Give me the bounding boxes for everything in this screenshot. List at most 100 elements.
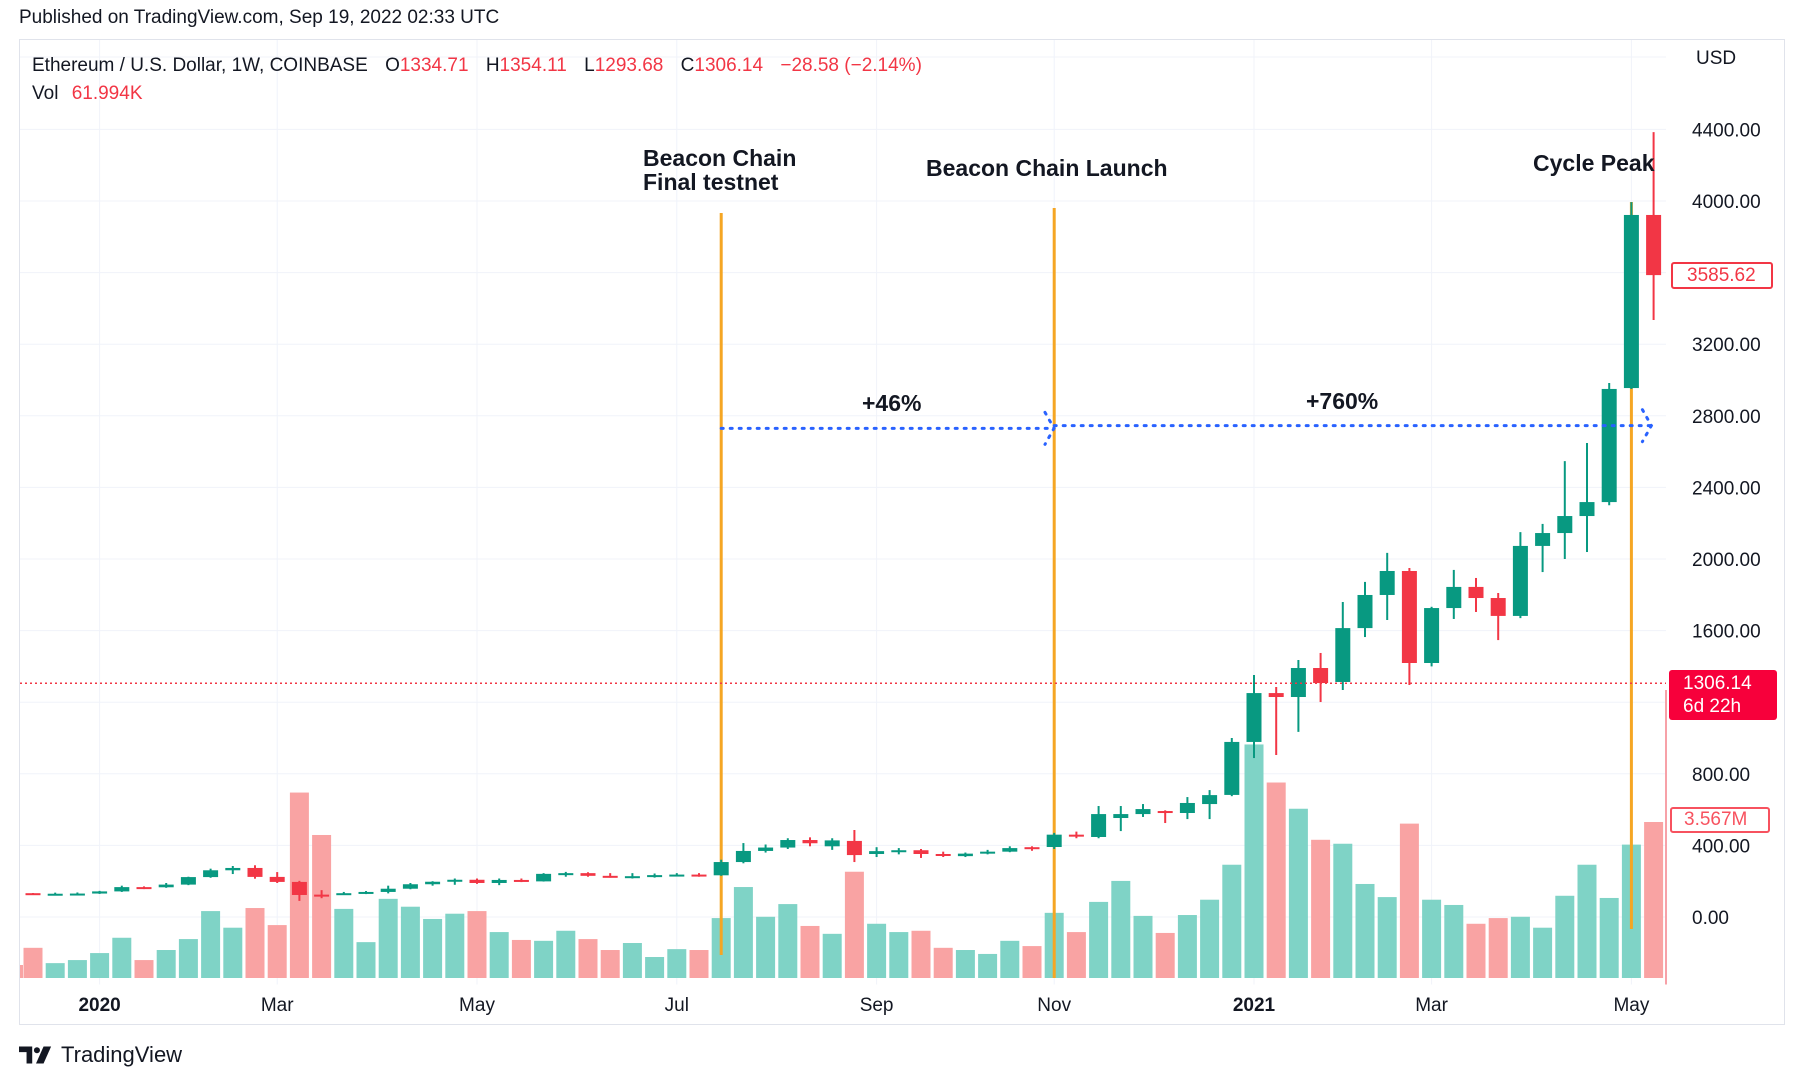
candle-body	[1601, 388, 1617, 503]
x-tick-label: Nov	[1037, 995, 1071, 1016]
measure-arrowhead	[1043, 410, 1056, 446]
candle-body	[447, 879, 463, 882]
candle-body	[669, 874, 685, 877]
candle-body	[269, 876, 285, 882]
volume-bar	[600, 950, 620, 978]
candle	[1246, 674, 1262, 759]
axes: 4400.00 4000.00 3200.00 2800.00 2400.00 2000.…	[20, 120, 1784, 1016]
candle	[158, 882, 174, 888]
volume-bar	[1577, 864, 1597, 978]
volume-bar	[467, 911, 487, 978]
volume-bar	[1222, 864, 1242, 978]
footer-brand[interactable]: TradingView	[19, 1042, 182, 1068]
volume-bar	[1133, 915, 1153, 978]
candle	[1446, 569, 1462, 619]
volume-bar	[178, 939, 198, 978]
volume-bar	[800, 925, 820, 978]
candle-body	[358, 891, 374, 894]
candle-body	[92, 891, 108, 894]
volume-bar	[1488, 918, 1508, 978]
volume-bar	[1510, 916, 1530, 978]
volume-bar	[1377, 897, 1397, 978]
y-tick-label: 1600.00	[1692, 622, 1761, 643]
candle-body	[1157, 811, 1173, 814]
candle	[580, 872, 596, 877]
published-caption: Published on TradingView.com, Sep 19, 20…	[19, 7, 500, 28]
volume-bar	[334, 908, 354, 978]
volume-bar	[1000, 940, 1020, 978]
candle-body	[846, 840, 862, 856]
candle-body	[1424, 608, 1440, 663]
volume-bar	[1311, 839, 1331, 978]
candle	[935, 851, 951, 858]
candle-body	[869, 851, 885, 854]
candle	[69, 892, 85, 896]
candle	[269, 872, 285, 883]
candle-body	[935, 853, 951, 856]
candle	[1512, 532, 1528, 619]
candle	[1135, 804, 1151, 817]
candle	[1379, 552, 1395, 621]
candle-body	[247, 867, 263, 877]
candle-body	[647, 875, 663, 878]
volume-bar	[1466, 923, 1486, 978]
currency-label[interactable]: USD	[1696, 48, 1737, 69]
candle	[447, 878, 463, 885]
high-value: 1354.11	[499, 55, 567, 76]
candle	[513, 878, 529, 883]
annotation-testnet-line1: Beacon Chain	[643, 145, 797, 171]
volume-bar	[90, 953, 110, 978]
low-key: L	[584, 55, 595, 76]
x-tick-label: May	[1613, 995, 1649, 1016]
volume-bar	[733, 887, 753, 978]
volume-bar	[844, 871, 864, 978]
volume-bar	[1155, 932, 1175, 978]
candle-body	[291, 881, 307, 895]
candle-body	[203, 870, 219, 878]
volume-bar	[933, 947, 953, 978]
close-value: 1306.14	[694, 55, 764, 76]
volume-bar	[1399, 823, 1419, 978]
event-lines	[719, 202, 1633, 978]
candle	[1202, 790, 1218, 820]
gridlines	[20, 40, 1666, 985]
candle	[1623, 202, 1639, 389]
candle-body	[114, 887, 130, 892]
candle	[1024, 846, 1040, 851]
candle-body	[780, 840, 796, 848]
candle-body	[1268, 693, 1284, 698]
gain-label-760: +760%	[1306, 388, 1379, 414]
candle-body	[314, 894, 330, 897]
candle	[1490, 593, 1506, 641]
candle	[1157, 810, 1173, 824]
candle	[558, 871, 574, 877]
volume-bar	[45, 963, 65, 978]
candle-body	[1091, 814, 1107, 837]
candle-body	[425, 881, 441, 885]
volume-bar	[156, 950, 176, 978]
candle-body	[1068, 834, 1084, 837]
candle-body	[491, 879, 507, 883]
volume-bar	[1089, 901, 1109, 978]
volume-bar	[1533, 927, 1553, 978]
candle	[602, 873, 618, 878]
candle-body	[336, 893, 352, 896]
y-tick-label: 2400.00	[1692, 478, 1761, 499]
volume-bar	[778, 904, 798, 978]
x-tick-label: 2020	[78, 995, 120, 1016]
y-tick-label: 3200.00	[1692, 335, 1761, 356]
highlight-price-badge: 3585.62	[1671, 262, 1773, 289]
volume-bar	[378, 898, 398, 978]
y-tick-label: 2800.00	[1692, 407, 1761, 428]
candle	[913, 848, 929, 858]
candle	[247, 865, 263, 879]
candle-body	[1446, 586, 1462, 609]
volume-bar	[556, 930, 576, 978]
symbol-title[interactable]: Ethereum / U.S. Dollar, 1W, COINBASE	[32, 55, 368, 76]
close-key: C	[680, 55, 695, 76]
volume-bar	[578, 939, 598, 978]
candle-body	[158, 884, 174, 888]
candle-body	[1179, 802, 1195, 814]
volume-bar	[667, 949, 687, 978]
